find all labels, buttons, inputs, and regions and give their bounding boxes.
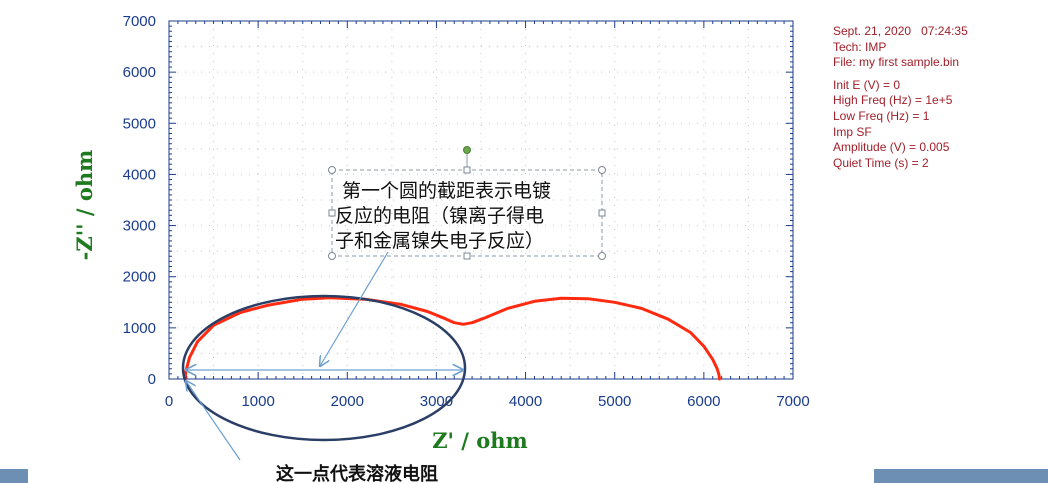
grid-lines [169,21,793,379]
info-file: File: my first sample.bin [833,55,960,70]
resize-handle-br[interactable] [598,252,606,260]
window-edge-right [874,469,1048,483]
info-date: Sept. 21, 2020 07:24:35 [833,24,968,38]
x-tick-label: 6000 [687,393,720,410]
x-tick-label: 5000 [598,393,631,410]
info-amplitude: Amplitude (V) = 0.005 [833,140,950,155]
resize-handle-bl[interactable] [328,252,336,260]
info-imp-sf: Imp SF [833,124,872,139]
resize-handle-right[interactable] [598,209,606,217]
x-tick-labels: 0 1000 2000 3000 4000 5000 6000 7000 [165,393,810,410]
info-tech: Tech: IMP [833,39,887,54]
resize-handle-tl[interactable] [328,166,336,174]
textbox-pointer-arrow [320,251,389,366]
textbox-line-2: 反应的电阻（镍离子得电 [335,205,544,227]
info-low-freq: Low Freq (Hz) = 1 [833,108,930,123]
resize-handle-tr[interactable] [598,166,606,174]
x-tick-label: 0 [165,393,173,410]
info-gap [833,71,968,78]
resize-handle-top[interactable] [463,166,471,174]
annotation-textbox[interactable]: 第一个圆的截距表示电镀 反应的电阻（镍离子得电 子和金属镍失电子反应） [328,146,606,260]
y-axis-label: -Z'' / ohm [72,150,97,261]
x-tick-label: 4000 [509,393,542,410]
y-tick-label: 6000 [123,64,156,81]
x-tick-label: 1000 [241,393,274,410]
info-init-e: Init E (V) = 0 [833,77,901,92]
impedance-curve [183,296,721,381]
textbox-line-1: 第一个圆的截距表示电镀 [342,180,551,202]
window-edge-left [0,469,28,483]
y-tick-label: 2000 [123,269,156,286]
axis-ticks [168,20,794,380]
y-tick-labels: 0 1000 2000 3000 4000 5000 6000 7000 [123,13,156,388]
y-tick-label: 1000 [123,320,156,337]
info-quiet-time: Quiet Time (s) = 2 [833,155,929,170]
solution-resistance-arrow [186,381,241,461]
y-tick-label: 4000 [123,166,156,183]
experiment-info-panel: Sept. 21, 2020 07:24:35 Tech: IMP File: … [833,24,968,171]
x-axis-label: Z' / ohm [432,428,528,453]
x-tick-label: 7000 [776,393,809,410]
y-tick-label: 5000 [123,115,156,132]
y-tick-label: 7000 [123,13,156,30]
resize-handle-bottom[interactable] [463,252,471,260]
bottom-note: 这一点代表溶液电阻 [276,463,438,483]
info-high-freq: High Freq (Hz) = 1e+5 [833,93,953,108]
highlight-ellipse [181,294,467,442]
rotate-handle[interactable] [463,146,471,154]
y-tick-label: 3000 [123,218,156,235]
x-tick-label: 2000 [331,393,364,410]
textbox-line-3: 子和金属镍失电子反应） [335,230,544,252]
resize-handle-left[interactable] [328,209,336,217]
y-tick-label: 0 [148,371,156,388]
